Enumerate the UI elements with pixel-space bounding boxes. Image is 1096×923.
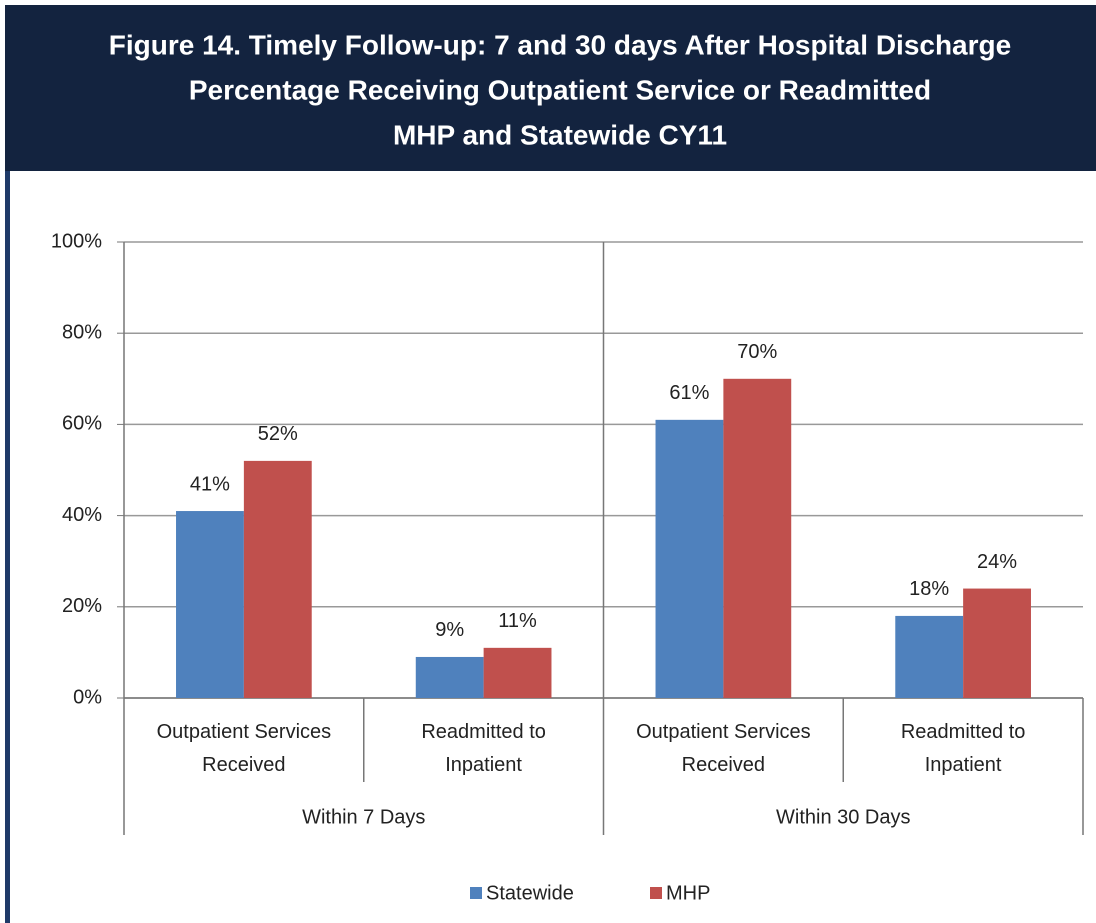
y-tick-label: 100% bbox=[51, 230, 102, 252]
data-label: 11% bbox=[498, 610, 537, 632]
chart-title: MHP and Statewide CY11 bbox=[393, 119, 727, 150]
bar bbox=[963, 588, 1031, 698]
chart-title: Percentage Receiving Outpatient Service … bbox=[189, 74, 931, 105]
group-label: Within 30 Days bbox=[776, 806, 911, 828]
y-tick-label: 0% bbox=[73, 686, 102, 708]
bar bbox=[655, 419, 724, 698]
data-label: 52% bbox=[258, 423, 298, 445]
y-tick-label: 60% bbox=[62, 413, 102, 435]
legend-swatch bbox=[470, 887, 482, 899]
x-tick-label: Outpatient Services Received bbox=[636, 721, 811, 776]
bar bbox=[723, 378, 792, 698]
x-tick-label: Readmitted to Inpatient bbox=[421, 721, 546, 776]
y-tick-label: 20% bbox=[62, 595, 102, 617]
x-tick-label: Readmitted to Inpatient bbox=[900, 721, 1026, 776]
bar bbox=[483, 647, 552, 698]
y-tick-label: 40% bbox=[62, 504, 102, 526]
bar bbox=[243, 460, 312, 698]
bar bbox=[415, 656, 484, 698]
data-label: 70% bbox=[737, 341, 777, 363]
group-label: Within 7 Days bbox=[302, 806, 425, 828]
bar bbox=[895, 615, 964, 698]
data-label: 18% bbox=[909, 578, 949, 600]
x-tick-label: Outpatient Services Received bbox=[156, 721, 332, 776]
left-border bbox=[5, 171, 10, 923]
legend-swatch bbox=[650, 887, 662, 899]
bar bbox=[176, 511, 244, 698]
legend-label: MHP bbox=[666, 882, 710, 904]
chart-title: Figure 14. Timely Follow-up: 7 and 30 da… bbox=[109, 29, 1011, 60]
legend-label: Statewide bbox=[486, 882, 574, 904]
data-label: 41% bbox=[190, 473, 230, 495]
y-tick-label: 80% bbox=[62, 321, 102, 343]
data-label: 9% bbox=[435, 619, 464, 641]
data-label: 24% bbox=[977, 551, 1017, 573]
header-band bbox=[5, 5, 1096, 171]
data-label: 61% bbox=[669, 382, 709, 404]
